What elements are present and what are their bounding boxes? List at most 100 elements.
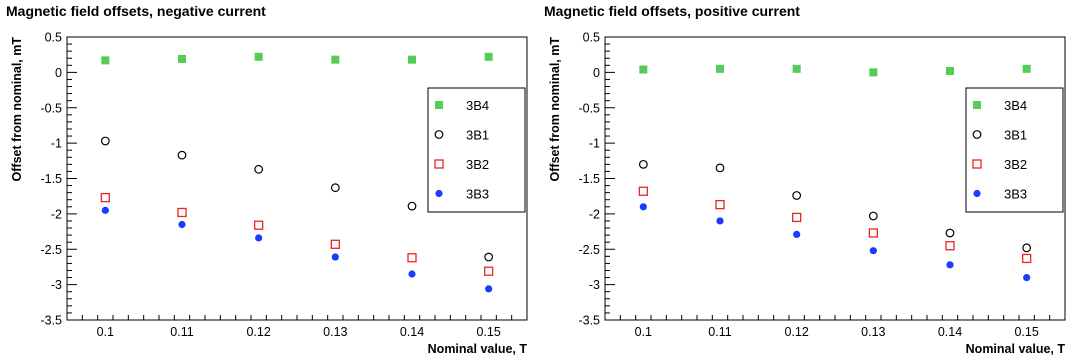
data-point-3b1 (792, 191, 802, 200)
legend-marker-3b3 (973, 189, 981, 198)
legend-marker-3b3 (435, 189, 443, 198)
x-tick-label: 0.1 (97, 325, 114, 339)
series-3b1 (638, 159, 1032, 253)
y-tick-label: -1.5 (578, 172, 600, 186)
y-tick-label: -0.5 (578, 101, 600, 115)
series-3b4 (101, 52, 493, 65)
data-point-3b3 (869, 247, 877, 255)
legend-label-3b3: 3B3 (466, 187, 489, 202)
data-point-3b3 (485, 285, 493, 293)
data-point-3b1 (868, 211, 878, 221)
data-point-3b4 (178, 54, 186, 63)
data-point-3b2 (484, 266, 494, 276)
data-point-3b1 (407, 201, 417, 211)
y-tick-label: -2.5 (578, 243, 600, 257)
data-point-3b1 (254, 164, 264, 174)
y-tick-label: -0.5 (40, 101, 62, 115)
legend-label-3b1: 3B1 (1004, 128, 1027, 143)
x-tick-label: 0.13 (861, 325, 885, 339)
y-tick-label: -2 (589, 207, 600, 221)
data-point-3b3 (1023, 273, 1031, 282)
y-tick-label: -1 (51, 137, 62, 151)
data-point-3b2 (100, 192, 110, 203)
y-tick-label: -3.5 (578, 314, 600, 328)
data-point-3b3 (639, 203, 647, 211)
series-3b3 (639, 203, 1031, 282)
data-point-3b4 (254, 52, 263, 61)
legend-marker-3b2 (434, 159, 444, 169)
data-point-3b2 (407, 253, 417, 263)
y-tick-label: 0 (593, 66, 600, 80)
data-point-3b3 (255, 234, 263, 242)
y-tick-label: -3 (589, 278, 600, 292)
chart-positive-current: Magnetic field offsets, positive current… (538, 0, 1075, 360)
chart-title: Magnetic field offsets, negative current (6, 3, 266, 19)
legend-marker-3b2 (972, 159, 982, 169)
y-tick-label: -1.5 (40, 172, 62, 186)
y-tick-label: -2.5 (40, 243, 62, 257)
series-3b1 (100, 136, 494, 262)
data-point-3b1 (484, 252, 494, 262)
y-tick-label: 0.5 (45, 31, 62, 45)
data-point-3b3 (793, 230, 801, 238)
y-axis-label: Offset from nominal, mT (548, 37, 562, 182)
data-point-3b2 (330, 239, 340, 249)
legend: 3B4 3B1 3B2 3B3 (427, 87, 526, 213)
data-point-3b1 (100, 136, 110, 146)
data-point-3b4 (484, 52, 493, 61)
data-point-3b3 (331, 253, 339, 261)
x-tick-label: 0.1 (635, 325, 652, 339)
y-tick-label: -2 (51, 207, 62, 221)
legend-label-3b4: 3B4 (1004, 98, 1027, 113)
data-point-3b4 (946, 66, 954, 75)
data-point-3b3 (716, 217, 724, 225)
data-point-3b2 (868, 228, 878, 238)
x-tick-label: 0.15 (476, 325, 500, 339)
data-point-3b4 (869, 68, 878, 77)
legend-marker-3b4 (973, 101, 981, 109)
data-point-3b2 (715, 200, 725, 210)
data-point-3b3 (178, 220, 186, 229)
x-tick-label: 0.12 (784, 325, 808, 339)
data-point-3b1 (945, 228, 955, 238)
data-point-3b2 (254, 220, 264, 230)
y-axis-label: Offset from nominal, mT (10, 37, 24, 182)
data-point-3b1 (638, 159, 648, 169)
data-point-3b3 (408, 270, 416, 278)
y-tick-label: -1 (589, 137, 600, 151)
legend-box (965, 87, 1064, 213)
y-tick-label: -3 (51, 278, 62, 292)
y-tick-label: -3.5 (40, 314, 62, 328)
legend-label-3b4: 3B4 (466, 98, 489, 113)
data-point-3b3 (946, 261, 954, 269)
data-point-3b1 (1022, 243, 1032, 253)
chart-svg: Magnetic field offsets, positive current… (544, 3, 1066, 356)
data-point-3b4 (792, 64, 801, 73)
x-tick-label: 0.11 (708, 325, 731, 339)
legend-marker-3b1 (972, 130, 982, 139)
legend-marker-3b1 (434, 130, 444, 139)
x-tick-label: 0.13 (323, 325, 347, 339)
x-tick-label: 0.11 (170, 325, 193, 339)
chart-svg: Magnetic field offsets, negative current… (6, 3, 528, 356)
y-tick-label: 0 (55, 66, 62, 80)
series-3b3 (101, 206, 493, 293)
legend-label-3b3: 3B3 (1004, 187, 1027, 202)
legend-label-3b2: 3B2 (466, 157, 489, 172)
data-point-3b2 (945, 241, 955, 251)
data-point-3b2 (792, 212, 802, 223)
legend-marker-3b4 (435, 101, 443, 109)
series-3b4 (639, 64, 1031, 77)
legend-label-3b1: 3B1 (466, 128, 489, 143)
data-point-3b4 (331, 55, 340, 64)
data-point-3b1 (177, 150, 187, 160)
x-tick-label: 0.15 (1014, 325, 1038, 339)
x-axis-label: Nominal value, T (966, 342, 1066, 356)
x-tick-label: 0.14 (400, 325, 424, 339)
series-3b2 (638, 186, 1032, 264)
data-point-3b2 (1022, 253, 1032, 264)
y-tick-label: 0.5 (583, 31, 600, 45)
x-tick-label: 0.12 (246, 325, 270, 339)
data-point-3b2 (638, 186, 648, 196)
